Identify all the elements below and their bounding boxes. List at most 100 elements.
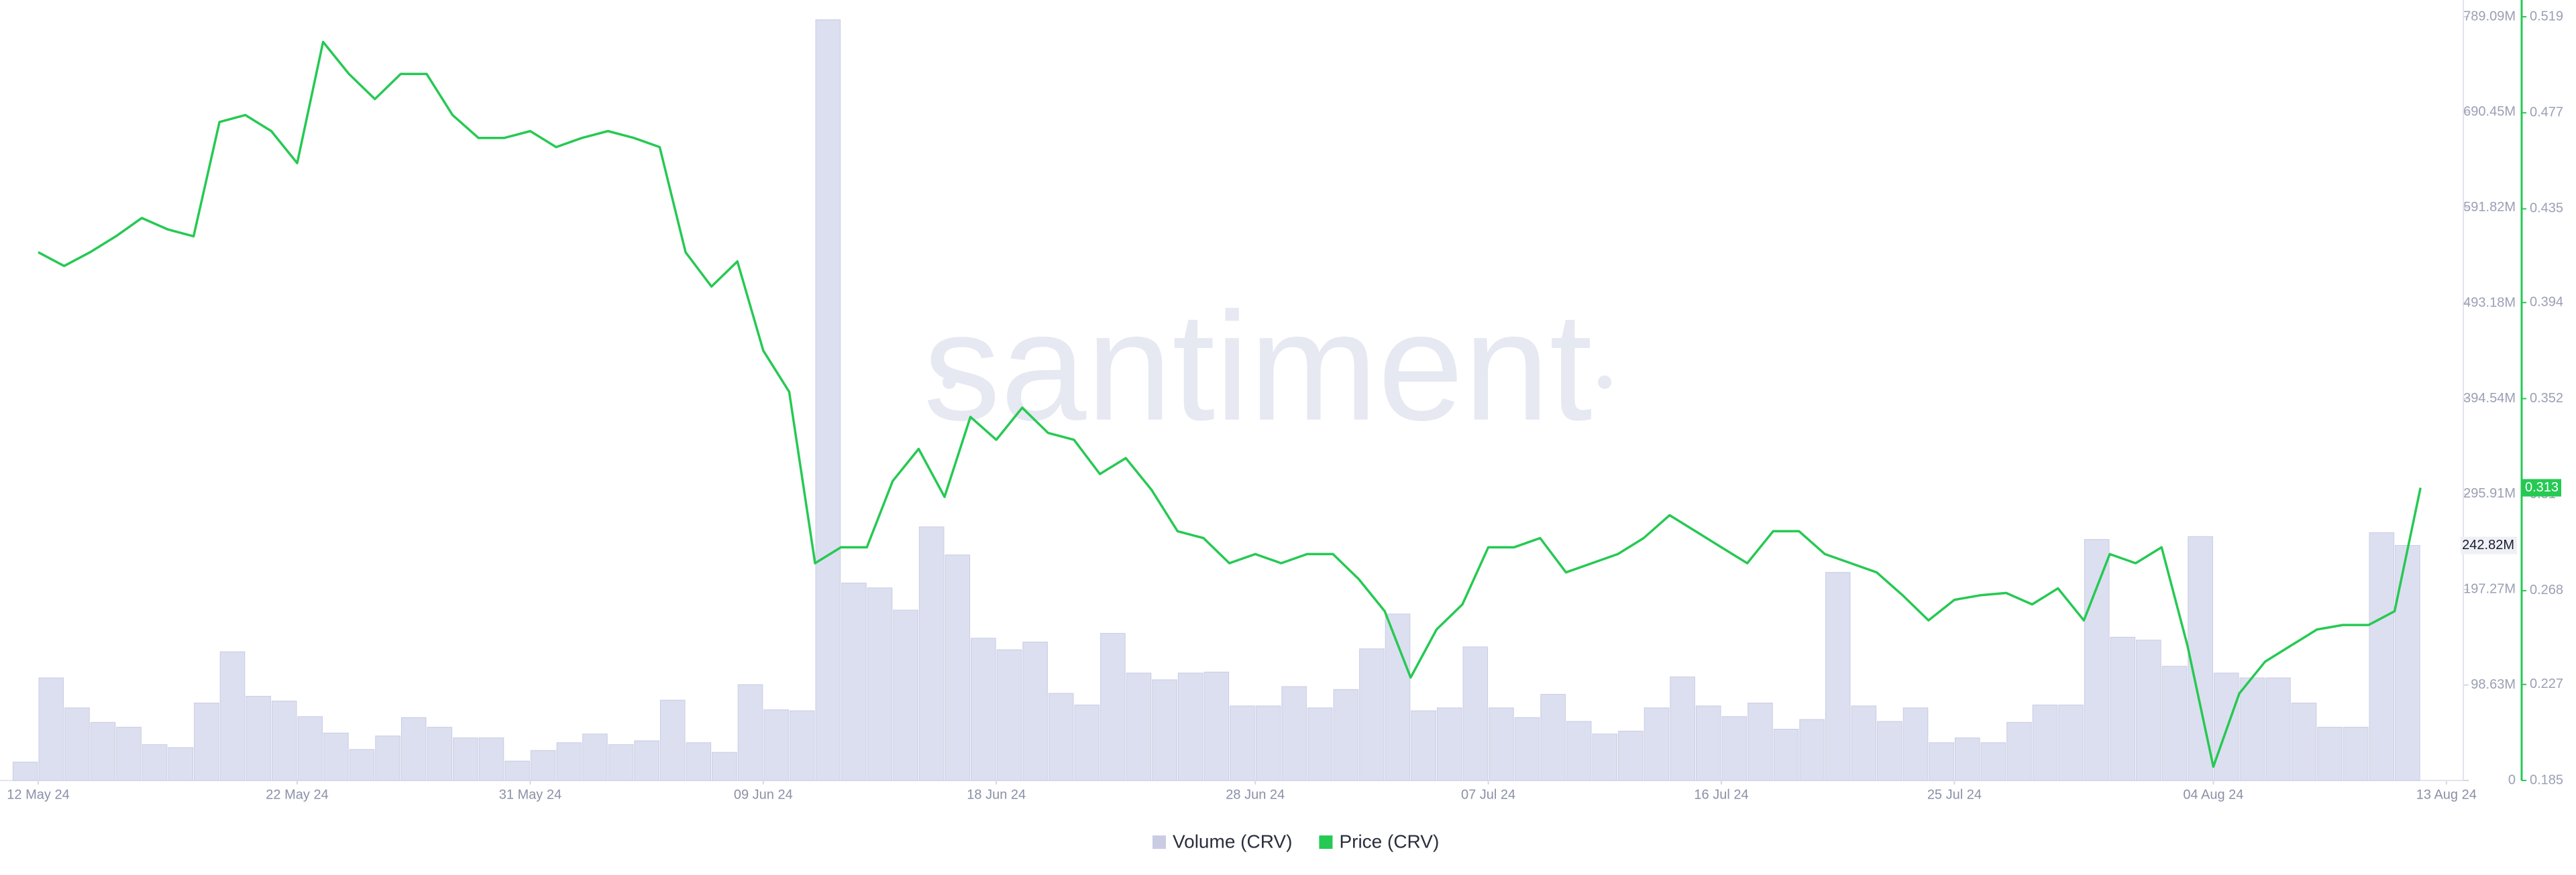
volume-bar — [867, 587, 893, 781]
volume-bar — [971, 638, 996, 781]
y2-tick-label: 0.519 — [2530, 9, 2563, 23]
volume-bar — [1359, 648, 1385, 781]
y-tick-label: 690.45M — [2463, 105, 2516, 119]
volume-bar — [271, 701, 297, 781]
volume-bar — [2161, 666, 2188, 781]
y-tick-label: 0 — [2508, 772, 2516, 787]
volume-bar — [996, 649, 1022, 781]
last-value-label: 0.313 — [2525, 480, 2559, 495]
volume-bar — [634, 740, 659, 781]
volume-bar — [1230, 705, 1255, 781]
volume-bar — [168, 747, 194, 781]
volume-bar — [2265, 677, 2291, 781]
volume-bar — [1618, 730, 1644, 781]
y-tick-label: 493.18M — [2463, 295, 2516, 310]
volume-bar — [1333, 689, 1359, 781]
last-value-label: 242.82M — [2462, 538, 2514, 552]
watermark-dot — [1598, 375, 1611, 389]
volume-bar — [1126, 673, 1152, 781]
volume-bar — [2369, 532, 2395, 781]
volume-bar — [1281, 686, 1307, 781]
legend-label: Volume (CRV) — [1173, 831, 1292, 852]
volume-bar — [1048, 693, 1074, 781]
volume-bar — [1721, 716, 1748, 781]
legend-marker — [1319, 835, 1333, 849]
volume-bar — [90, 721, 116, 781]
volume-bar — [2110, 636, 2136, 781]
volume-bar — [194, 703, 219, 781]
volume-bar — [582, 734, 608, 781]
volume-bar — [2084, 539, 2110, 781]
volume-bar — [297, 716, 323, 781]
x-tick-label: 22 May 24 — [266, 787, 328, 802]
volume-bar — [504, 760, 530, 781]
volume-bar — [1851, 705, 1877, 781]
legend-label: Price (CRV) — [1339, 831, 1439, 852]
volume-bar — [323, 732, 349, 781]
volume-bar — [789, 710, 815, 781]
volume-bar — [1255, 705, 1281, 781]
volume-bar — [1540, 694, 1566, 781]
volume-bar — [427, 727, 453, 781]
volume-bar — [375, 736, 400, 781]
legend-marker — [1152, 835, 1166, 849]
volume-bar — [2291, 703, 2317, 781]
y2-tick-label: 0.227 — [2530, 677, 2563, 691]
y-tick-label: 98.63M — [2471, 677, 2516, 692]
volume-bar — [1644, 707, 1670, 781]
x-tick-label: 12 May 24 — [7, 787, 69, 802]
y2-tick-label: 0.268 — [2530, 583, 2563, 597]
volume-bar — [478, 737, 504, 781]
y2-tick-label: 0.352 — [2530, 391, 2563, 406]
watermark: santiment — [923, 280, 1592, 453]
volume-bar — [1980, 742, 2006, 781]
volume-bar — [2058, 704, 2084, 781]
volume-bar — [453, 737, 478, 781]
x-tick-label: 07 Jul 24 — [1461, 787, 1515, 802]
volume-bar — [1954, 737, 1980, 781]
y2-tick-label: 0.185 — [2530, 772, 2563, 787]
volume-bar — [2032, 704, 2058, 781]
volume-bar — [2136, 640, 2161, 781]
x-tick-label: 18 Jun 24 — [967, 787, 1026, 802]
volume-bar — [1670, 677, 1695, 781]
volume-bar — [737, 684, 763, 781]
volume-bar — [1514, 717, 1540, 781]
y2-tick-label: 0.394 — [2530, 295, 2563, 310]
volume-bar — [1100, 633, 1126, 781]
volume-bar — [1592, 734, 1618, 781]
volume-bar — [530, 750, 556, 781]
y-tick-label: 789.09M — [2463, 9, 2516, 23]
y-tick-label: 591.82M — [2463, 200, 2516, 215]
volume-bar — [1799, 719, 1825, 781]
volume-bar — [12, 762, 38, 781]
last-value-box — [2522, 479, 2561, 497]
watermark-dot — [943, 375, 956, 389]
volume-bar — [945, 555, 971, 781]
volume-bar — [918, 526, 945, 781]
volume-bar — [1152, 679, 1177, 781]
volume-bar — [246, 695, 271, 781]
x-tick-label: 04 Aug 24 — [2183, 787, 2243, 802]
volume-bar — [556, 742, 582, 781]
volume-bar — [116, 727, 142, 781]
y-tick-label: 295.91M — [2463, 486, 2516, 501]
y2-tick-label: 0.435 — [2530, 201, 2563, 216]
volume-bar — [219, 651, 246, 781]
volume-bar — [38, 677, 64, 781]
volume-bar — [349, 749, 375, 781]
volume-bar — [1411, 710, 1436, 781]
volume-bar — [1902, 707, 1929, 781]
x-tick-label: 25 Jul 24 — [1927, 787, 1982, 802]
x-tick-label: 13 Aug 24 — [2416, 787, 2477, 802]
volume-bar — [1177, 673, 1203, 781]
volume-bar — [893, 609, 918, 781]
volume-bar — [1929, 742, 1954, 781]
volume-bar — [712, 752, 737, 781]
volume-bar — [1877, 721, 1902, 781]
volume-bar — [1695, 705, 1721, 781]
x-tick-label: 28 Jun 24 — [1226, 787, 1285, 802]
volume-bar — [1203, 671, 1230, 781]
x-tick-label: 31 May 24 — [499, 787, 561, 802]
